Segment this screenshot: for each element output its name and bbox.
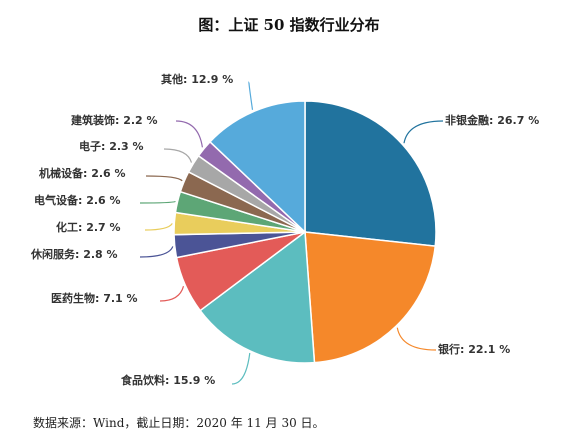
slice-label: 电子: 2.3 %: [79, 139, 144, 153]
slice-label: 电气设备: 2.6 %: [34, 193, 121, 207]
leader-line: [248, 81, 254, 110]
slice-label: 建筑装饰: 2.2 %: [71, 113, 158, 127]
leader-line: [139, 200, 176, 204]
leader-line: [231, 352, 251, 385]
slice-label: 非银金融: 26.7 %: [445, 113, 539, 127]
leader-line: [139, 246, 174, 258]
pie-slice: [304, 100, 437, 248]
pie-slice: [199, 230, 316, 364]
slice-label: 食品饮料: 15.9 %: [121, 373, 215, 387]
slice-label: 医药生物: 7.1 %: [51, 291, 138, 305]
slice-label: 其他: 12.9 %: [161, 72, 233, 86]
slice-label: 休闲服务: 2.8 %: [30, 247, 118, 261]
leader-line: [396, 327, 437, 351]
slice-label: 机械设备: 2.6 %: [39, 166, 126, 180]
leader-line: [145, 175, 183, 182]
leader-line: [144, 223, 173, 231]
slice-label: 银行: 22.1 %: [438, 342, 510, 356]
leader-line: [159, 286, 185, 302]
pie-slice: [304, 231, 437, 364]
slice-label: 化工: 2.7 %: [56, 220, 121, 234]
source-note: 数据来源：Wind，截止日期：2020 年 11 月 30 日。: [33, 416, 325, 430]
leader-line: [163, 148, 193, 163]
pie-slice: [208, 100, 306, 234]
leader-line: [175, 120, 203, 148]
chart-title: 图：上证 50 指数行业分布: [198, 16, 380, 34]
leader-line: [403, 120, 444, 144]
